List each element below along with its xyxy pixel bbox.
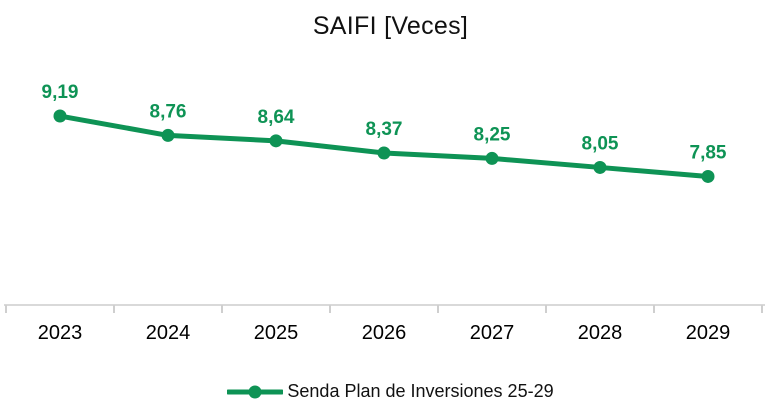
data-point-label: 8,25 [474,124,511,145]
data-point-marker [701,169,715,183]
x-axis-label: 2025 [254,322,299,344]
data-point-marker [377,146,391,160]
chart-title: SAIFI [Veces] [312,12,469,40]
data-point-marker [593,160,607,174]
data-point-label: 8,37 [366,119,403,140]
x-axis-label: 2026 [362,322,407,344]
data-point-label: 7,85 [690,142,727,163]
legend-series-marker-icon [227,385,284,398]
data-point-marker [485,151,499,165]
x-axis-label: 2023 [38,322,83,344]
x-axis-label: 2027 [470,322,515,344]
data-point-marker [269,134,283,148]
data-point-label: 9,19 [42,82,79,103]
data-point-label: 8,76 [150,101,187,122]
data-point-marker [53,109,67,123]
plot-area: 2023 2024 2025 2026 2027 2028 2029 9,19 8,76 8,64… [4,82,765,344]
data-point-label: 8,64 [258,107,295,128]
data-point-marker [161,128,175,142]
legend-label: Senda Plan de Inversiones 25-29 [287,381,554,401]
x-axis-label: 2029 [686,322,731,344]
x-axis-label: 2028 [578,322,623,344]
legend: Senda Plan de Inversiones 25-29 [0,381,781,402]
data-point-label: 8,05 [582,133,619,154]
x-axis-label: 2024 [146,322,191,344]
